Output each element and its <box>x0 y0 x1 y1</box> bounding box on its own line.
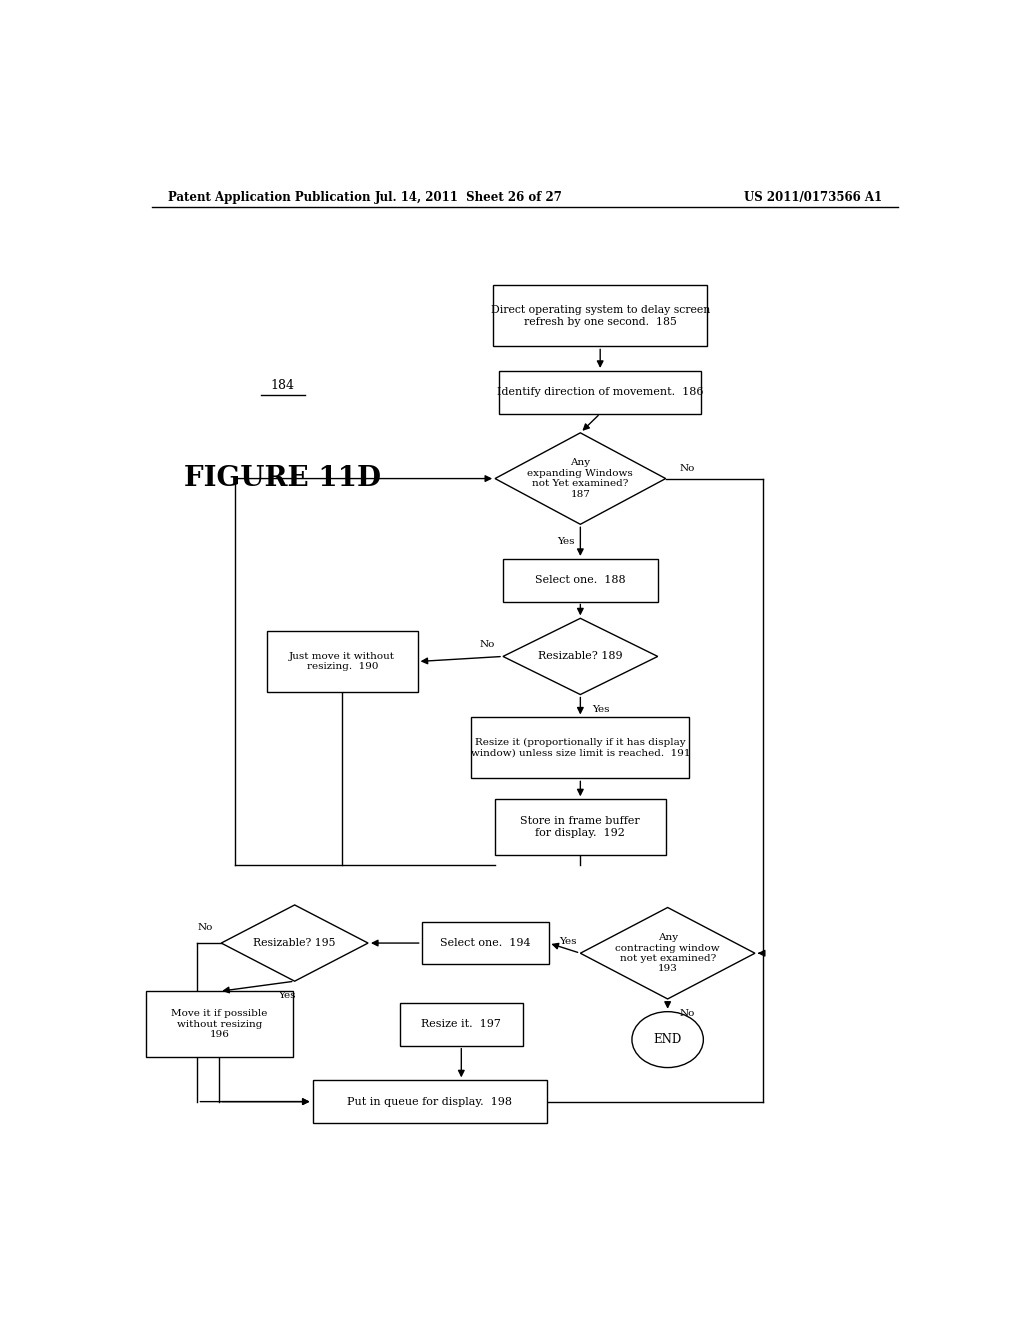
FancyBboxPatch shape <box>422 921 549 965</box>
Text: Any
contracting window
not yet examined?
193: Any contracting window not yet examined?… <box>615 933 720 973</box>
FancyBboxPatch shape <box>399 1003 523 1045</box>
Text: Yes: Yes <box>559 936 577 945</box>
Text: 184: 184 <box>270 379 295 392</box>
Text: Resizable? 189: Resizable? 189 <box>538 652 623 661</box>
Polygon shape <box>221 906 368 981</box>
Text: Patent Application Publication: Patent Application Publication <box>168 190 371 203</box>
Ellipse shape <box>632 1011 703 1068</box>
Text: Put in queue for display.  198: Put in queue for display. 198 <box>347 1097 512 1106</box>
FancyBboxPatch shape <box>312 1080 547 1123</box>
Polygon shape <box>503 618 657 694</box>
Text: Yes: Yes <box>278 991 296 1001</box>
Text: Move it if possible
without resizing
196: Move it if possible without resizing 196 <box>171 1010 267 1039</box>
Text: Select one.  194: Select one. 194 <box>439 939 530 948</box>
Text: Any
expanding Windows
not Yet examined?
187: Any expanding Windows not Yet examined? … <box>527 458 633 499</box>
Text: Yes: Yes <box>557 536 574 545</box>
Text: Direct operating system to delay screen
refresh by one second.  185: Direct operating system to delay screen … <box>490 305 710 327</box>
FancyBboxPatch shape <box>495 799 666 855</box>
Text: No: No <box>680 463 695 473</box>
Text: Select one.  188: Select one. 188 <box>535 576 626 585</box>
Text: Resizable? 195: Resizable? 195 <box>253 939 336 948</box>
Polygon shape <box>495 433 666 524</box>
Text: END: END <box>653 1034 682 1047</box>
FancyBboxPatch shape <box>267 631 418 692</box>
Text: No: No <box>680 1008 695 1018</box>
FancyBboxPatch shape <box>499 371 701 413</box>
Text: Just move it without
resizing.  190: Just move it without resizing. 190 <box>289 652 395 671</box>
FancyBboxPatch shape <box>494 285 708 346</box>
Text: Yes: Yes <box>592 705 609 714</box>
Polygon shape <box>581 907 755 999</box>
Text: Resize it (proportionally if it has display
window) unless size limit is reached: Resize it (proportionally if it has disp… <box>471 738 690 758</box>
Text: FIGURE 11D: FIGURE 11D <box>184 465 381 492</box>
FancyBboxPatch shape <box>145 991 293 1057</box>
FancyBboxPatch shape <box>503 558 657 602</box>
Text: Resize it.  197: Resize it. 197 <box>421 1019 502 1030</box>
Text: Jul. 14, 2011  Sheet 26 of 27: Jul. 14, 2011 Sheet 26 of 27 <box>376 190 563 203</box>
Text: No: No <box>479 640 495 648</box>
Text: No: No <box>198 923 213 932</box>
Text: Identify direction of movement.  186: Identify direction of movement. 186 <box>497 387 703 397</box>
FancyBboxPatch shape <box>471 718 689 779</box>
Text: Store in frame buffer
for display.  192: Store in frame buffer for display. 192 <box>520 816 640 838</box>
Text: US 2011/0173566 A1: US 2011/0173566 A1 <box>743 190 882 203</box>
